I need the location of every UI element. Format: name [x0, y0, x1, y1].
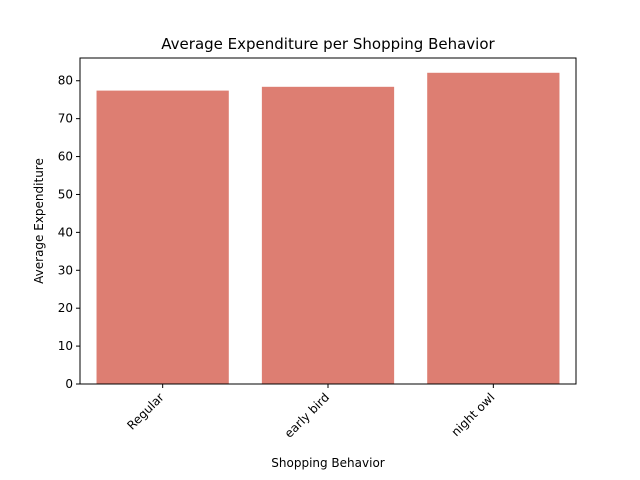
x-tick-label: Regular	[124, 390, 166, 432]
y-tick-label: 50	[58, 187, 73, 201]
y-tick-label: 30	[58, 263, 73, 277]
chart-title: Average Expenditure per Shopping Behavio…	[161, 35, 495, 53]
x-axis-ticks: Regular early bird night owl	[124, 384, 497, 441]
bar-early-bird	[261, 86, 395, 385]
y-tick-label: 40	[58, 225, 73, 239]
bar-night-owl	[427, 72, 560, 384]
y-tick-label: 70	[58, 112, 73, 126]
y-tick-label: 0	[65, 377, 73, 391]
x-tick-label: night owl	[449, 390, 498, 439]
y-tick-label: 60	[58, 150, 73, 164]
x-tick-label: early bird	[282, 390, 332, 440]
bars-group	[96, 72, 560, 385]
y-tick-label: 80	[58, 74, 73, 88]
bar-regular	[96, 90, 229, 384]
plot-frame	[79, 57, 577, 385]
x-axis-label: Shopping Behavior	[271, 456, 385, 470]
y-axis-label: Average Expenditure	[32, 158, 46, 284]
y-tick-label: 10	[58, 339, 73, 353]
y-tick-label: 20	[58, 301, 73, 315]
y-axis-ticks: 0 10 20 30 40 50 60 70 80	[58, 74, 80, 391]
